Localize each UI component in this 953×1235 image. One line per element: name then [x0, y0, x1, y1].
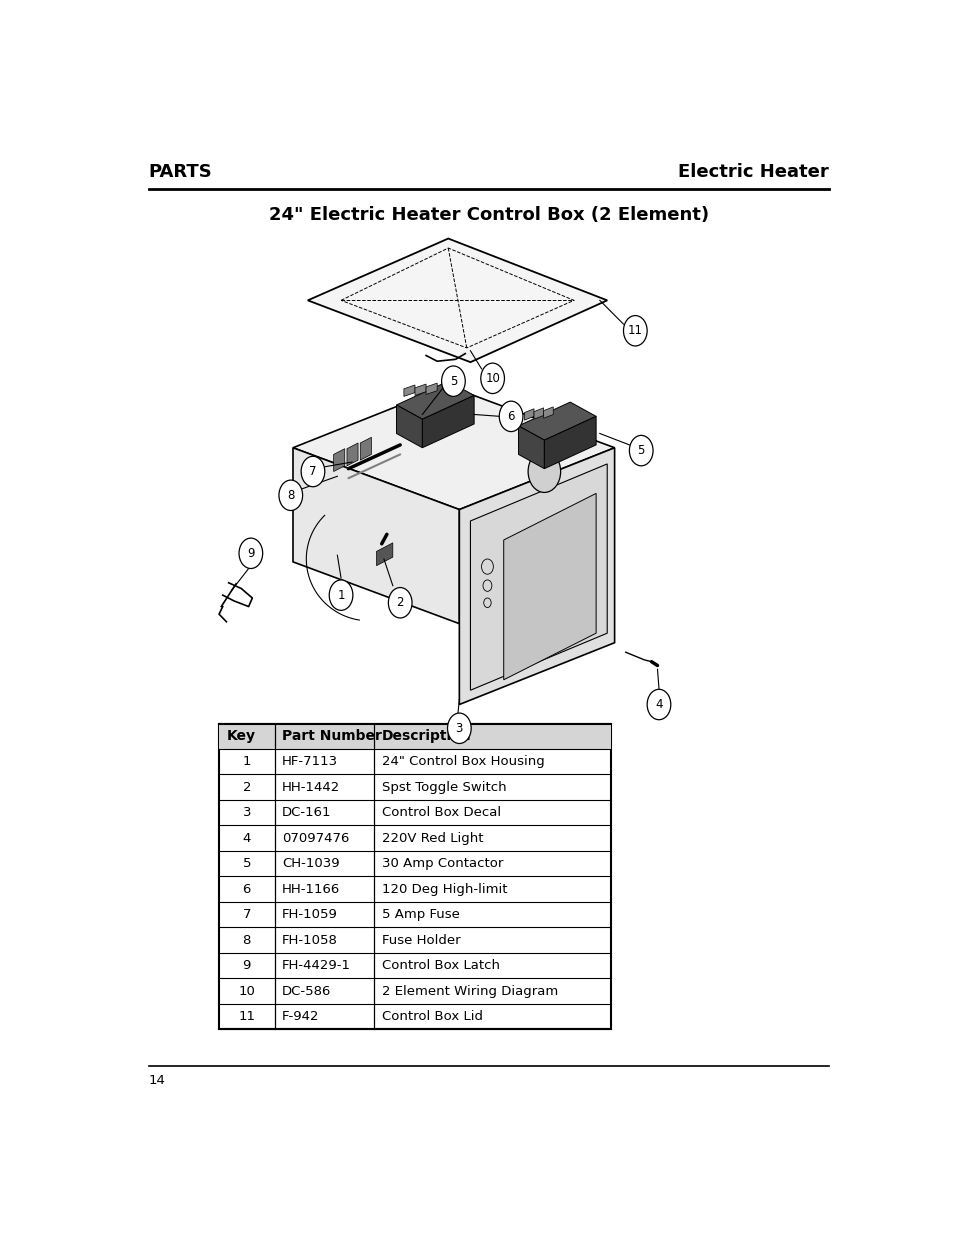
Text: HH-1166: HH-1166	[282, 883, 340, 895]
Polygon shape	[518, 403, 596, 440]
Polygon shape	[518, 426, 544, 468]
Circle shape	[329, 580, 353, 610]
Polygon shape	[459, 448, 614, 704]
Polygon shape	[347, 443, 357, 466]
Circle shape	[447, 713, 471, 743]
Polygon shape	[293, 448, 459, 624]
Polygon shape	[544, 416, 596, 468]
Text: 11: 11	[238, 1010, 255, 1023]
Circle shape	[441, 366, 465, 396]
Text: 7: 7	[242, 908, 251, 921]
Polygon shape	[470, 464, 606, 690]
Text: 220V Red Light: 220V Red Light	[381, 831, 483, 845]
Text: DC-161: DC-161	[282, 806, 331, 819]
Circle shape	[528, 451, 560, 493]
Text: 3: 3	[456, 721, 462, 735]
Text: Key: Key	[226, 729, 255, 743]
Text: FH-4429-1: FH-4429-1	[282, 960, 351, 972]
Polygon shape	[403, 385, 415, 396]
Text: F-942: F-942	[282, 1010, 319, 1023]
Polygon shape	[308, 238, 606, 362]
Text: FH-1058: FH-1058	[282, 934, 337, 947]
Text: DC-586: DC-586	[282, 984, 331, 998]
Text: Control Box Latch: Control Box Latch	[381, 960, 499, 972]
Polygon shape	[415, 384, 426, 395]
Text: Electric Heater: Electric Heater	[678, 163, 828, 182]
Text: 10: 10	[485, 372, 499, 385]
Polygon shape	[376, 543, 393, 566]
Polygon shape	[334, 448, 344, 472]
Circle shape	[388, 588, 412, 618]
Text: PARTS: PARTS	[149, 163, 213, 182]
Text: 7: 7	[309, 466, 316, 478]
Circle shape	[623, 316, 646, 346]
Text: 5 Amp Fuse: 5 Amp Fuse	[381, 908, 459, 921]
Circle shape	[629, 436, 653, 466]
Polygon shape	[293, 385, 614, 510]
Text: 4: 4	[242, 831, 251, 845]
Text: HF-7113: HF-7113	[282, 756, 337, 768]
Polygon shape	[360, 437, 371, 461]
Circle shape	[301, 456, 324, 487]
Text: 4: 4	[655, 698, 662, 711]
Polygon shape	[503, 494, 596, 679]
Text: 1: 1	[242, 756, 251, 768]
Polygon shape	[396, 382, 474, 419]
Text: Control Box Decal: Control Box Decal	[381, 806, 500, 819]
Circle shape	[239, 538, 262, 568]
Text: 6: 6	[507, 410, 515, 422]
Text: 8: 8	[287, 489, 294, 501]
Text: 2: 2	[242, 781, 251, 794]
Circle shape	[646, 689, 670, 720]
Text: 1: 1	[337, 589, 344, 601]
Circle shape	[278, 480, 302, 510]
Text: 5: 5	[449, 374, 456, 388]
Text: FH-1059: FH-1059	[282, 908, 337, 921]
Bar	[219, 724, 610, 748]
Polygon shape	[543, 406, 553, 419]
Text: 3: 3	[242, 806, 251, 819]
Text: Part Number: Part Number	[282, 729, 381, 743]
Bar	[219, 724, 610, 1029]
Text: 11: 11	[627, 325, 642, 337]
Text: 14: 14	[149, 1074, 166, 1088]
Circle shape	[480, 363, 504, 394]
Polygon shape	[534, 408, 543, 419]
Text: 10: 10	[238, 984, 255, 998]
Text: Fuse Holder: Fuse Holder	[381, 934, 460, 947]
Text: 120 Deg High-limit: 120 Deg High-limit	[381, 883, 507, 895]
Polygon shape	[396, 405, 422, 448]
Text: Description: Description	[381, 729, 471, 743]
Text: Spst Toggle Switch: Spst Toggle Switch	[381, 781, 506, 794]
Text: 30 Amp Contactor: 30 Amp Contactor	[381, 857, 502, 871]
Text: 24" Control Box Housing: 24" Control Box Housing	[381, 756, 544, 768]
Text: 5: 5	[242, 857, 251, 871]
Text: 9: 9	[247, 547, 254, 559]
Text: HH-1442: HH-1442	[282, 781, 340, 794]
Text: Control Box Lid: Control Box Lid	[381, 1010, 482, 1023]
Text: 07097476: 07097476	[282, 831, 349, 845]
Text: 24" Electric Heater Control Box (2 Element): 24" Electric Heater Control Box (2 Eleme…	[269, 206, 708, 224]
Text: 9: 9	[242, 960, 251, 972]
Text: 2: 2	[396, 597, 403, 609]
Polygon shape	[426, 383, 436, 394]
Text: 8: 8	[242, 934, 251, 947]
Polygon shape	[422, 395, 474, 448]
Polygon shape	[524, 409, 534, 420]
Circle shape	[498, 401, 522, 431]
Text: 5: 5	[637, 445, 644, 457]
Text: CH-1039: CH-1039	[282, 857, 339, 871]
Text: 6: 6	[242, 883, 251, 895]
Text: 2 Element Wiring Diagram: 2 Element Wiring Diagram	[381, 984, 558, 998]
